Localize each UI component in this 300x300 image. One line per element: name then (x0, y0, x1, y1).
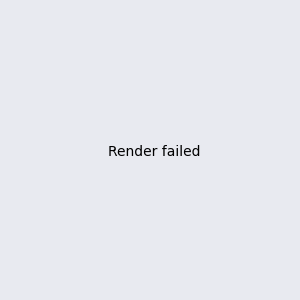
Text: Render failed: Render failed (107, 145, 200, 158)
